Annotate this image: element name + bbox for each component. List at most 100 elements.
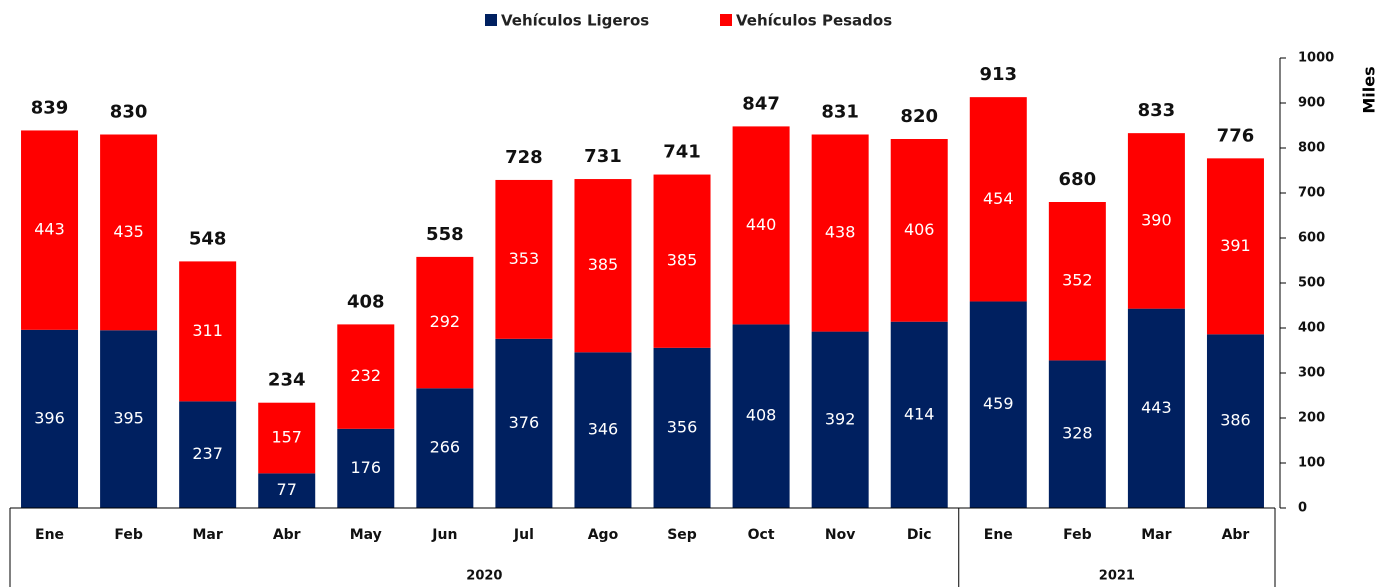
segment-label: 390 — [1141, 210, 1172, 229]
legend-swatch — [485, 14, 497, 26]
segment-label: 440 — [746, 215, 777, 234]
legend-swatch — [720, 14, 732, 26]
segment-label: 237 — [192, 444, 223, 463]
bar-segment — [1048, 202, 1106, 361]
x-tick-label: May — [350, 527, 382, 543]
x-tick-label: Ene — [35, 527, 64, 543]
segment-label: 406 — [904, 220, 935, 239]
x-tick-label: Ago — [588, 527, 619, 543]
segment-label: 443 — [1141, 398, 1172, 417]
y-tick-label: 600 — [1298, 231, 1325, 246]
segment-label: 157 — [271, 428, 302, 447]
y-tick-label: 0 — [1298, 501, 1307, 516]
x-tick-label: Oct — [748, 527, 775, 543]
segment-label: 392 — [825, 409, 856, 428]
segment-label: 176 — [351, 458, 382, 477]
x-tick-label: Feb — [1063, 527, 1092, 543]
bar-segment — [574, 352, 632, 508]
total-label: 830 — [110, 102, 148, 123]
segment-label: 391 — [1220, 236, 1251, 255]
bar-segment — [495, 338, 553, 508]
total-label: 680 — [1059, 169, 1097, 190]
bar-segment — [969, 301, 1027, 508]
segment-label: 352 — [1062, 271, 1093, 290]
segment-label: 408 — [746, 406, 777, 425]
bar-segment — [811, 134, 869, 332]
total-label: 847 — [742, 93, 780, 114]
y-tick-label: 800 — [1298, 141, 1325, 156]
segment-label: 292 — [430, 312, 461, 331]
bar-segment — [969, 97, 1027, 302]
segment-label: 346 — [588, 420, 619, 439]
x-tick-label: Feb — [114, 527, 143, 543]
bar-segment — [416, 388, 474, 508]
bar-segment — [890, 139, 948, 322]
bar-segment — [179, 261, 237, 402]
y-tick-label: 700 — [1298, 186, 1325, 201]
segment-label: 328 — [1062, 424, 1093, 443]
y-tick-label: 400 — [1298, 321, 1325, 336]
bar-segment — [100, 330, 158, 508]
total-label: 820 — [900, 106, 938, 127]
segment-label: 376 — [509, 413, 540, 432]
legend-label: Vehículos Ligeros — [501, 12, 649, 30]
segment-label: 385 — [588, 255, 619, 274]
bar-segment — [21, 329, 79, 508]
segment-label: 396 — [34, 408, 65, 427]
segment-label: 386 — [1220, 411, 1251, 430]
segment-label: 77 — [277, 480, 297, 499]
x-tick-label: Ene — [984, 527, 1013, 543]
bar-segment — [258, 473, 316, 508]
y-tick-label: 1000 — [1298, 51, 1334, 66]
total-label: 776 — [1217, 125, 1255, 146]
y-tick-label: 900 — [1298, 96, 1325, 111]
segment-label: 395 — [113, 409, 144, 428]
total-label: 833 — [1138, 100, 1176, 121]
bar-segment — [416, 256, 474, 389]
x-tick-label: Jun — [431, 527, 457, 543]
y-tick-label: 200 — [1298, 411, 1325, 426]
bar-segment — [1127, 308, 1185, 508]
segment-label: 356 — [667, 417, 698, 436]
segment-label: 353 — [509, 249, 540, 268]
total-label: 548 — [189, 228, 227, 249]
year-label: 2020 — [466, 569, 502, 584]
y-tick-label: 300 — [1298, 366, 1325, 381]
x-tick-label: Mar — [193, 527, 223, 543]
x-tick-label: Mar — [1141, 527, 1171, 543]
bar-segment — [179, 401, 237, 508]
year-label: 2021 — [1099, 569, 1135, 584]
x-tick-label: Sep — [667, 527, 697, 543]
bar-segment — [653, 347, 711, 508]
total-label: 408 — [347, 291, 385, 312]
x-tick-label: Abr — [273, 527, 301, 543]
x-tick-label: Abr — [1222, 527, 1250, 543]
bar-segment — [1127, 133, 1185, 309]
total-label: 728 — [505, 147, 543, 168]
bar-segment — [732, 324, 790, 508]
segment-label: 435 — [113, 222, 144, 241]
bar-segment — [890, 321, 948, 508]
bar-segment — [21, 130, 79, 330]
bar-segment — [495, 179, 553, 339]
y-tick-label: 100 — [1298, 456, 1325, 471]
total-label: 558 — [426, 224, 464, 245]
bar-segment — [100, 134, 158, 331]
bar-segment — [732, 126, 790, 325]
segment-label: 438 — [825, 223, 856, 242]
x-tick-label: Jul — [513, 527, 534, 543]
bar-segment — [574, 179, 632, 353]
segment-label: 311 — [192, 321, 223, 340]
bar-segment — [1206, 158, 1264, 335]
bar-segment — [258, 402, 316, 474]
bar-segment — [337, 324, 395, 429]
x-tick-label: Nov — [825, 527, 855, 543]
segment-label: 454 — [983, 189, 1014, 208]
x-tick-label: Dic — [907, 527, 932, 543]
segment-label: 232 — [351, 366, 382, 385]
total-label: 839 — [31, 97, 69, 118]
bar-segment — [1048, 360, 1106, 508]
bar-segment — [1206, 334, 1264, 508]
